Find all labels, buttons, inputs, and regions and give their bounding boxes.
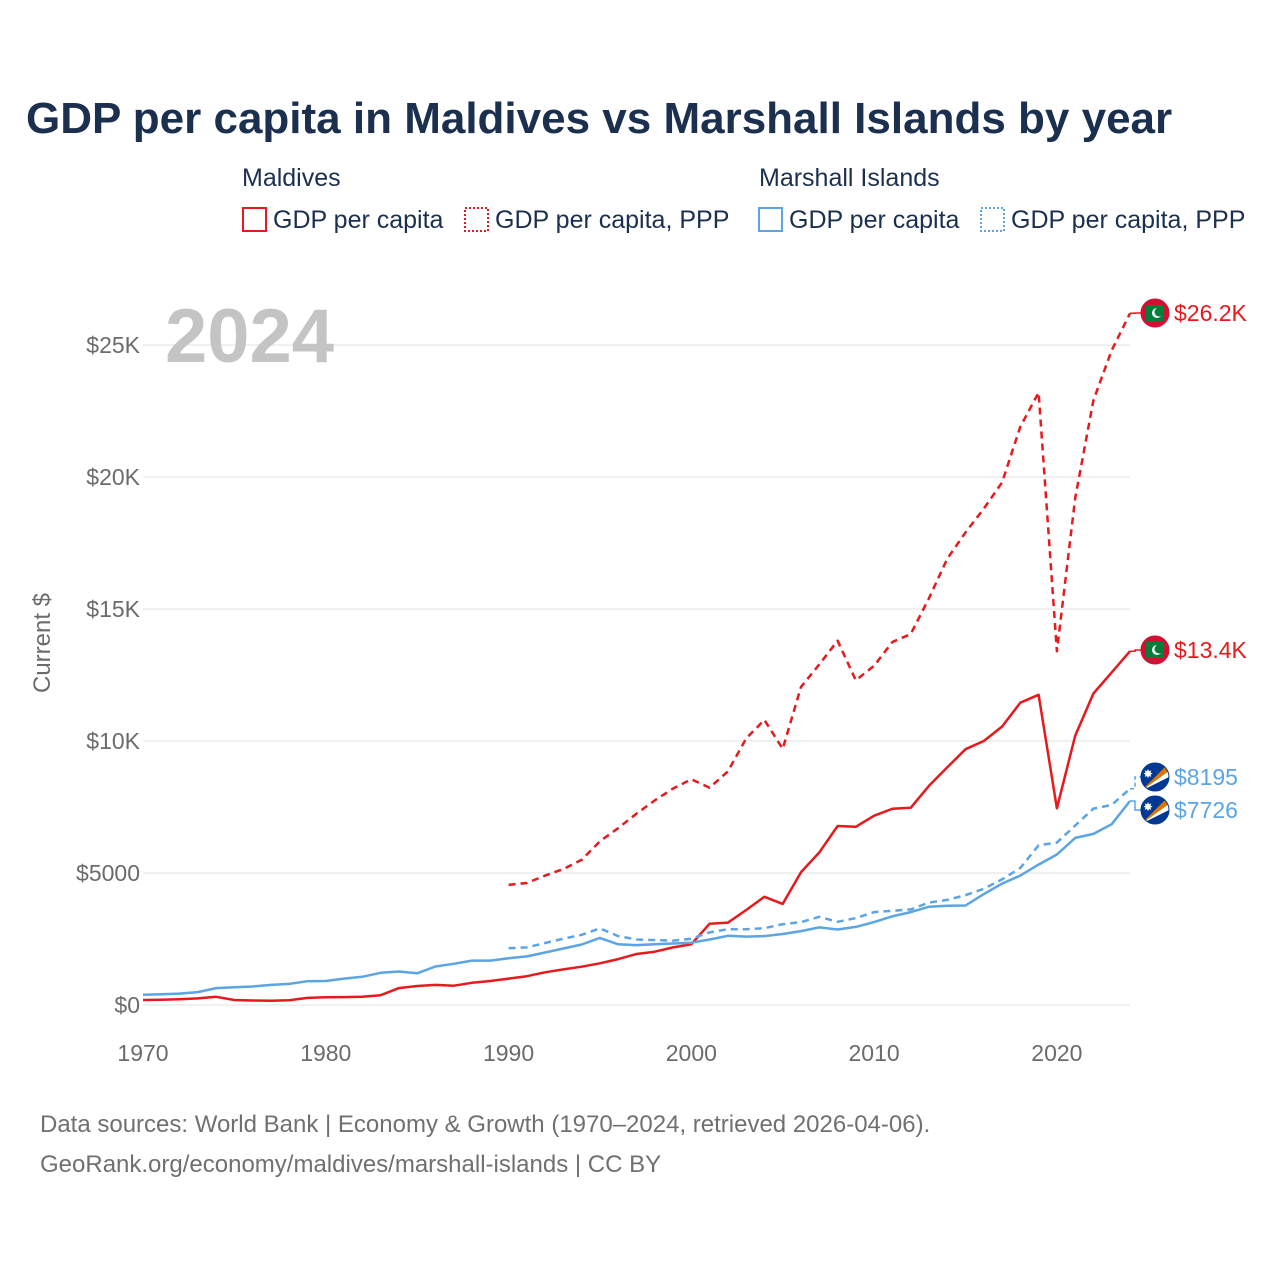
y-tick-label: $15K bbox=[86, 596, 140, 622]
legend-swatch-maldives-gdp bbox=[242, 207, 267, 232]
series-maldives-gdp bbox=[142, 650, 1131, 1003]
source-line-1: Data sources: World Bank | Economy & Gro… bbox=[40, 1111, 930, 1138]
x-tick-label: 2020 bbox=[1031, 1040, 1082, 1066]
maldives-flag-icon bbox=[1140, 298, 1170, 328]
series-maldives-gdp-ppp bbox=[508, 312, 1132, 887]
y-tick-labels: $0 $5000 $10K $15K $20K $25K bbox=[76, 332, 141, 1018]
x-tick-label: 1990 bbox=[483, 1040, 534, 1066]
y-tick-label: $0 bbox=[114, 992, 140, 1018]
end-label-marshall-ppp: $8195 bbox=[1174, 764, 1238, 790]
y-tick-label: $5000 bbox=[76, 860, 140, 886]
end-label-connector-marshall-gdp bbox=[1130, 800, 1141, 811]
source-line-2: GeoRank.org/economy/maldives/marshall-is… bbox=[40, 1151, 661, 1178]
legend-label-marshall-gdp: GDP per capita bbox=[789, 206, 960, 234]
end-label-marshall-gdp: $7726 bbox=[1174, 797, 1238, 823]
end-labels: $26.2K $13.4K ✸ $8195 bbox=[1130, 298, 1248, 825]
svg-text:✸: ✸ bbox=[1143, 800, 1153, 814]
legend-label-maldives-gdp: GDP per capita bbox=[273, 206, 444, 234]
end-label-connector-maldives-gdp bbox=[1130, 649, 1141, 652]
legend-label-marshall-ppp: GDP per capita, PPP bbox=[1011, 206, 1245, 234]
y-tick-label: $10K bbox=[86, 728, 140, 754]
maldives-flag-icon bbox=[1140, 635, 1170, 665]
legend-swatch-marshall-gdp bbox=[758, 207, 783, 232]
legend-group-marshall: Marshall Islands bbox=[759, 164, 940, 192]
y-axis-label: Current $ bbox=[29, 593, 56, 693]
legend-label-maldives-ppp: GDP per capita, PPP bbox=[495, 206, 729, 234]
end-label-maldives-ppp: $26.2K bbox=[1174, 300, 1248, 326]
year-watermark: 2024 bbox=[165, 294, 334, 379]
end-label-maldives-gdp: $13.4K bbox=[1174, 637, 1248, 663]
legend-group-maldives: Maldives bbox=[242, 164, 341, 192]
x-tick-label: 2010 bbox=[849, 1040, 900, 1066]
grid-layer bbox=[143, 344, 1130, 1006]
series-marshall-gdp-ppp bbox=[508, 787, 1131, 950]
x-tick-labels: 1970 1980 1990 2000 2010 2020 bbox=[117, 1040, 1082, 1066]
x-tick-label: 2000 bbox=[666, 1040, 717, 1066]
legend-swatch-maldives-ppp bbox=[464, 207, 489, 232]
marshall-islands-flag-icon: ✸ bbox=[1140, 762, 1170, 792]
marshall-islands-flag-icon: ✸ bbox=[1140, 795, 1170, 825]
legend: Maldives GDP per capita GDP per capita, … bbox=[242, 164, 1245, 234]
x-tick-label: 1980 bbox=[300, 1040, 351, 1066]
end-label-connector-marshall-ppp bbox=[1130, 776, 1141, 790]
series-marshall-gdp bbox=[142, 800, 1131, 996]
legend-swatch-marshall-ppp bbox=[980, 207, 1005, 232]
svg-text:✸: ✸ bbox=[1143, 767, 1153, 781]
series-layer bbox=[142, 312, 1132, 1003]
x-tick-label: 1970 bbox=[117, 1040, 168, 1066]
y-tick-label: $20K bbox=[86, 464, 140, 490]
chart-title: GDP per capita in Maldives vs Marshall I… bbox=[26, 94, 1172, 143]
y-tick-label: $25K bbox=[86, 332, 140, 358]
